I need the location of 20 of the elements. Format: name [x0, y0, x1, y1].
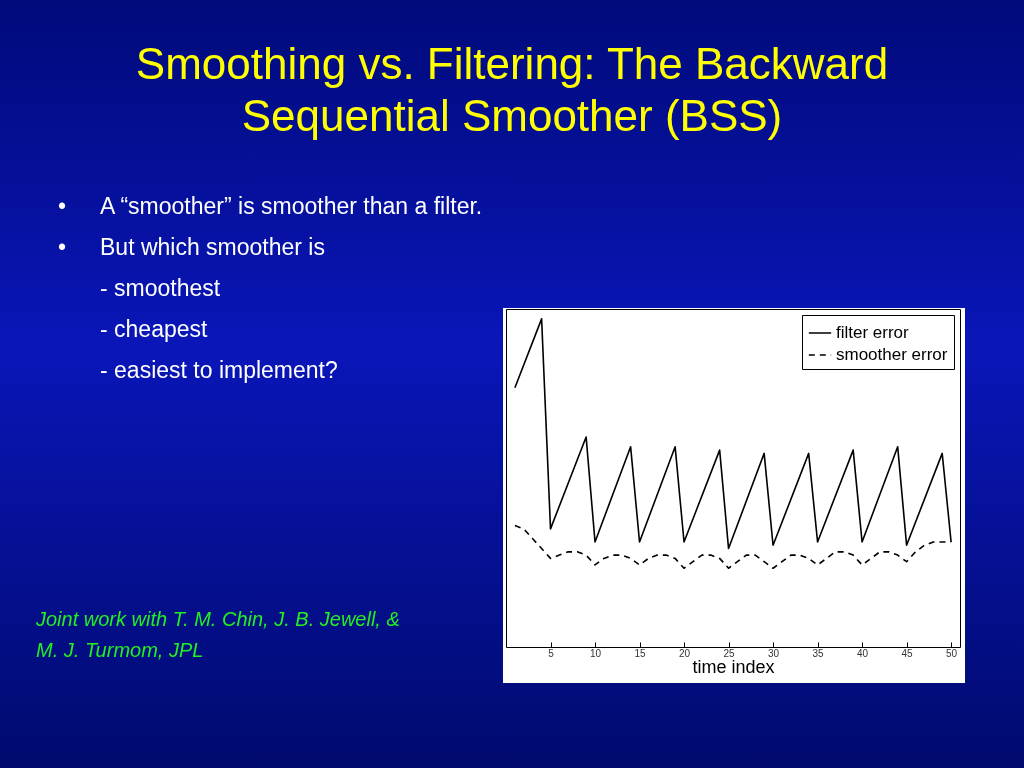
text: - easiest to implement?	[99, 356, 339, 385]
x-tick-label: 5	[548, 647, 555, 659]
x-tick-label: 35	[812, 647, 825, 659]
x-axis-title: time index	[692, 656, 775, 677]
chart-title: Smoothing vs. Filtering: The Backward Sequential Smoother (BSS)	[134, 38, 890, 142]
x-tick-label: 15	[634, 647, 647, 659]
legend-label: smoother error	[836, 345, 948, 364]
x-tick-label: 10	[589, 647, 602, 659]
text: • But which smoother is	[58, 233, 326, 262]
x-tick-label: 25	[723, 647, 736, 659]
text: - cheapest	[99, 315, 209, 344]
text: • A “smoother” is smoother than a filter.	[58, 192, 483, 221]
x-tick-label: 45	[901, 647, 914, 659]
text: Joint work with T. M. Chin, J. B. Jewell, & M. J. Turmom, JPL	[36, 607, 401, 663]
x-tick-label: 30	[768, 647, 780, 659]
x-tick-label: 40	[857, 647, 869, 659]
text: - smoothest	[99, 274, 222, 303]
x-tick-label: 50	[946, 647, 958, 659]
legend-label: filter error	[836, 323, 910, 342]
x-tick-label: 20	[678, 647, 691, 659]
